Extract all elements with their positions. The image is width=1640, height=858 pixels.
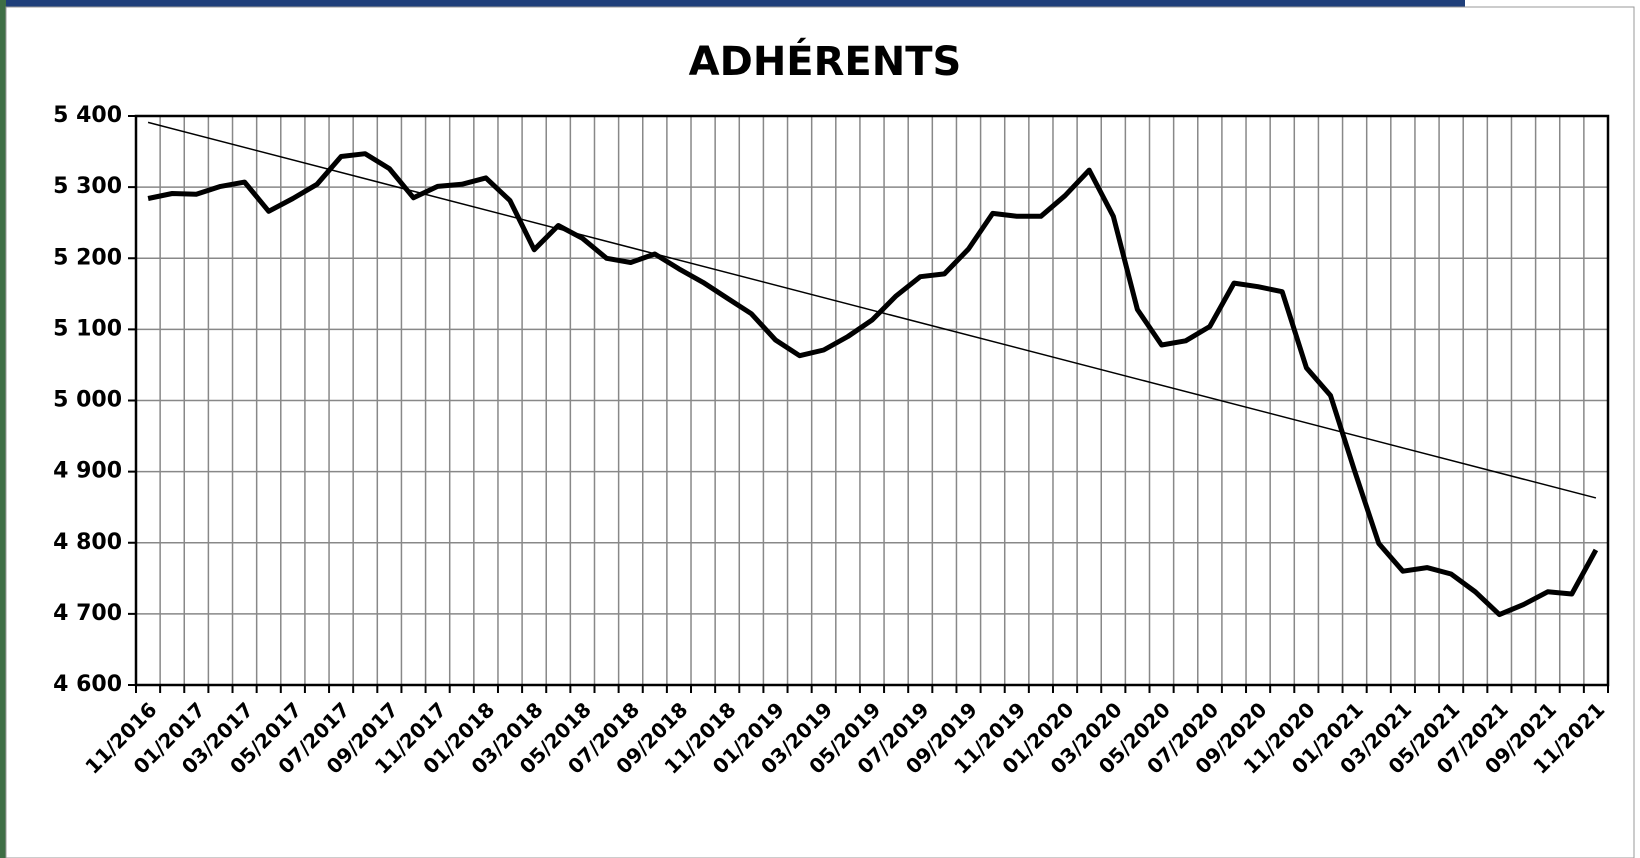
y-tick-label: 4 800 <box>53 530 122 555</box>
y-tick-label: 4 600 <box>53 672 122 697</box>
chart-area <box>5 6 1635 858</box>
y-tick-label: 5 300 <box>53 174 122 199</box>
window-border <box>0 0 6 858</box>
plot-frame <box>134 114 1610 687</box>
y-tick-label: 4 900 <box>53 459 122 484</box>
y-tick-label: 5 000 <box>53 388 122 413</box>
y-tick-label: 5 400 <box>53 103 122 128</box>
y-tick-label: 5 200 <box>53 245 122 270</box>
y-tick-label: 4 700 <box>53 601 122 626</box>
data-line <box>147 151 1599 618</box>
window-bar <box>0 0 1465 7</box>
trend-line <box>147 121 1597 499</box>
y-tick-label: 5 100 <box>53 316 122 341</box>
chart-title: ADHÉRENTS <box>689 37 962 85</box>
